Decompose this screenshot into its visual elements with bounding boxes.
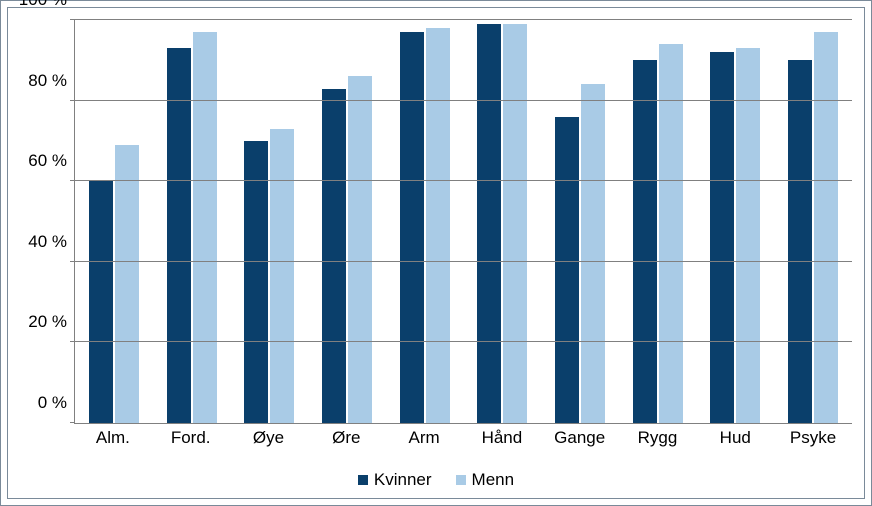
category-group	[75, 20, 153, 423]
legend: Kvinner Menn	[8, 470, 864, 490]
category-group	[153, 20, 231, 423]
x-tick-label: Gange	[541, 428, 619, 452]
y-tick-label: 0 %	[38, 393, 75, 413]
category-group	[230, 20, 308, 423]
x-tick-label: Alm.	[74, 428, 152, 452]
gridline	[75, 341, 852, 342]
category-group	[774, 20, 852, 423]
y-tick-mark	[70, 422, 75, 423]
bar	[477, 24, 501, 423]
y-tick-mark	[70, 261, 75, 262]
bar	[788, 60, 812, 423]
x-tick-label: Ford.	[152, 428, 230, 452]
y-tick-label: 60 %	[28, 151, 75, 171]
bar	[89, 181, 113, 423]
legend-label: Menn	[472, 470, 515, 490]
gridline	[75, 180, 852, 181]
category-group	[464, 20, 542, 423]
bar	[503, 24, 527, 423]
gridline	[75, 261, 852, 262]
y-tick-mark	[70, 341, 75, 342]
y-tick-mark	[70, 100, 75, 101]
category-group	[697, 20, 775, 423]
x-tick-label: Hånd	[463, 428, 541, 452]
bar	[814, 32, 838, 423]
y-tick-label: 80 %	[28, 71, 75, 91]
x-tick-label: Hud	[696, 428, 774, 452]
bar	[244, 141, 268, 423]
bar	[426, 28, 450, 423]
bar	[115, 145, 139, 423]
legend-item: Menn	[456, 470, 515, 490]
legend-swatch	[456, 475, 466, 485]
category-group	[386, 20, 464, 423]
bar	[633, 60, 657, 423]
chart-inner-border: 0 %20 %40 %60 %80 %100 % Alm.Ford.ØyeØre…	[7, 7, 865, 499]
bar	[555, 117, 579, 423]
x-tick-label: Øye	[230, 428, 308, 452]
bar	[581, 84, 605, 423]
bar	[710, 52, 734, 423]
bar	[193, 32, 217, 423]
x-tick-label: Arm	[385, 428, 463, 452]
chart-container: 0 %20 %40 %60 %80 %100 % Alm.Ford.ØyeØre…	[0, 0, 872, 506]
gridline	[75, 19, 852, 20]
bar	[270, 129, 294, 423]
category-group	[541, 20, 619, 423]
y-tick-label: 100 %	[19, 0, 75, 10]
bar	[400, 32, 424, 423]
bar	[322, 89, 346, 423]
gridline	[75, 100, 852, 101]
bar	[167, 48, 191, 423]
y-tick-label: 40 %	[28, 232, 75, 252]
category-group	[308, 20, 386, 423]
x-tick-label: Øre	[307, 428, 385, 452]
y-tick-mark	[70, 19, 75, 20]
legend-swatch	[358, 475, 368, 485]
bars-row	[75, 20, 852, 423]
x-tick-label: Rygg	[619, 428, 697, 452]
y-tick-label: 20 %	[28, 312, 75, 332]
bar	[348, 76, 372, 423]
y-tick-mark	[70, 180, 75, 181]
x-tick-label: Psyke	[774, 428, 852, 452]
x-axis-labels: Alm.Ford.ØyeØreArmHåndGangeRyggHudPsyke	[74, 428, 852, 452]
legend-item: Kvinner	[358, 470, 432, 490]
category-group	[619, 20, 697, 423]
legend-label: Kvinner	[374, 470, 432, 490]
plot-area: 0 %20 %40 %60 %80 %100 %	[74, 20, 852, 424]
bar	[659, 44, 683, 423]
bar	[736, 48, 760, 423]
